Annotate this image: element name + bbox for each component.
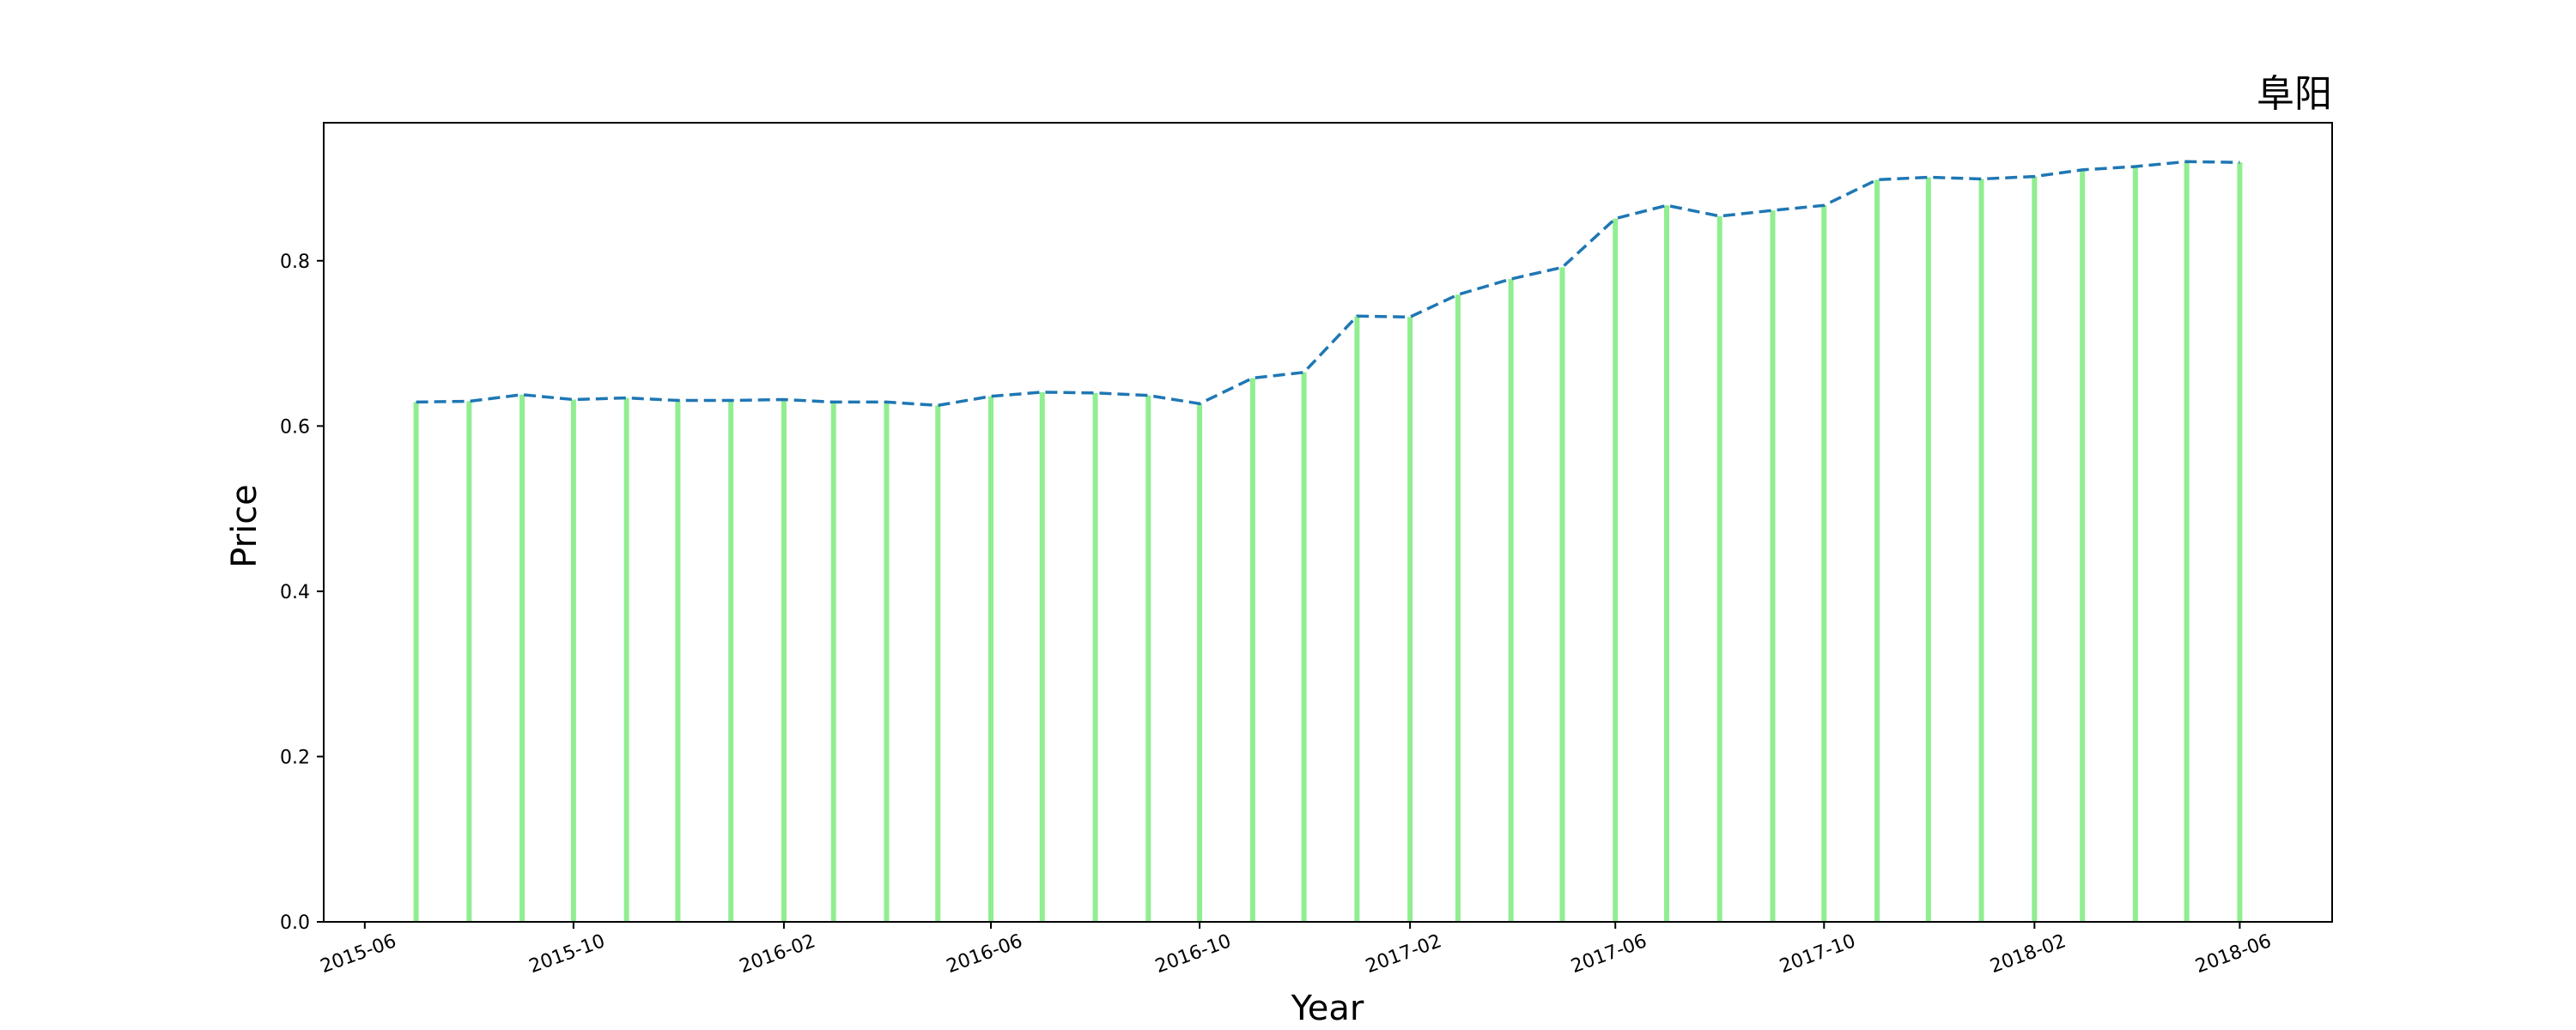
y-tick-label: 0.6 <box>280 416 310 438</box>
x-axis-label: Year <box>1291 989 1364 1028</box>
bar-2015-08 <box>466 401 472 922</box>
bar-2017-06 <box>1613 218 1619 922</box>
bar-2018-02 <box>2032 176 2038 922</box>
bar-2016-04 <box>884 402 890 922</box>
bar-2016-08 <box>1092 392 1098 922</box>
bar-2016-09 <box>1145 395 1151 922</box>
bar-2017-12 <box>1925 177 1931 923</box>
bar-2017-08 <box>1716 215 1722 923</box>
y-tick-label: 0.4 <box>280 582 310 603</box>
bar-2018-01 <box>1978 179 1984 923</box>
y-axis-label: Price <box>225 484 264 568</box>
bar-2017-10 <box>1821 205 1827 922</box>
bar-2016-02 <box>781 399 787 922</box>
bar-2018-04 <box>2132 167 2138 923</box>
y-axis-ticks: 0.0 0.2 0.4 0.6 0.8 <box>280 251 324 934</box>
bar-2015-10 <box>570 399 576 922</box>
bar-2015-11 <box>623 397 629 922</box>
bar-2017-01 <box>1354 316 1360 922</box>
bar-2017-02 <box>1407 317 1413 922</box>
bar-2017-07 <box>1663 205 1669 922</box>
bar-2015-07 <box>413 402 419 922</box>
bar-2017-11 <box>1874 179 1880 923</box>
bar-2016-11 <box>1249 378 1255 923</box>
chart-title: 阜阳 <box>2257 72 2332 116</box>
bar-2016-10 <box>1197 403 1203 922</box>
bar-2015-12 <box>675 400 681 922</box>
y-tick-label: 0.8 <box>280 251 310 273</box>
bar-2016-07 <box>1039 391 1045 922</box>
bar-2018-06 <box>2237 162 2243 923</box>
plot-frame <box>323 122 2333 923</box>
bar-2017-05 <box>1559 267 1565 923</box>
bars-group <box>413 161 2243 923</box>
bar-2017-04 <box>1508 278 1514 922</box>
bar-2016-05 <box>935 405 941 923</box>
bar-2017-09 <box>1770 210 1776 922</box>
bar-2018-03 <box>2080 169 2086 922</box>
bar-2016-01 <box>728 400 734 922</box>
bar-2018-05 <box>2184 161 2190 923</box>
bar-2016-06 <box>988 396 994 922</box>
y-tick-label: 0.2 <box>280 747 310 768</box>
y-tick-label: 0.0 <box>280 912 310 934</box>
bar-2015-09 <box>519 394 526 922</box>
bar-2016-12 <box>1301 372 1307 923</box>
trend-line <box>416 160 2240 408</box>
bar-2016-03 <box>830 402 836 922</box>
bar-2017-03 <box>1455 294 1461 922</box>
